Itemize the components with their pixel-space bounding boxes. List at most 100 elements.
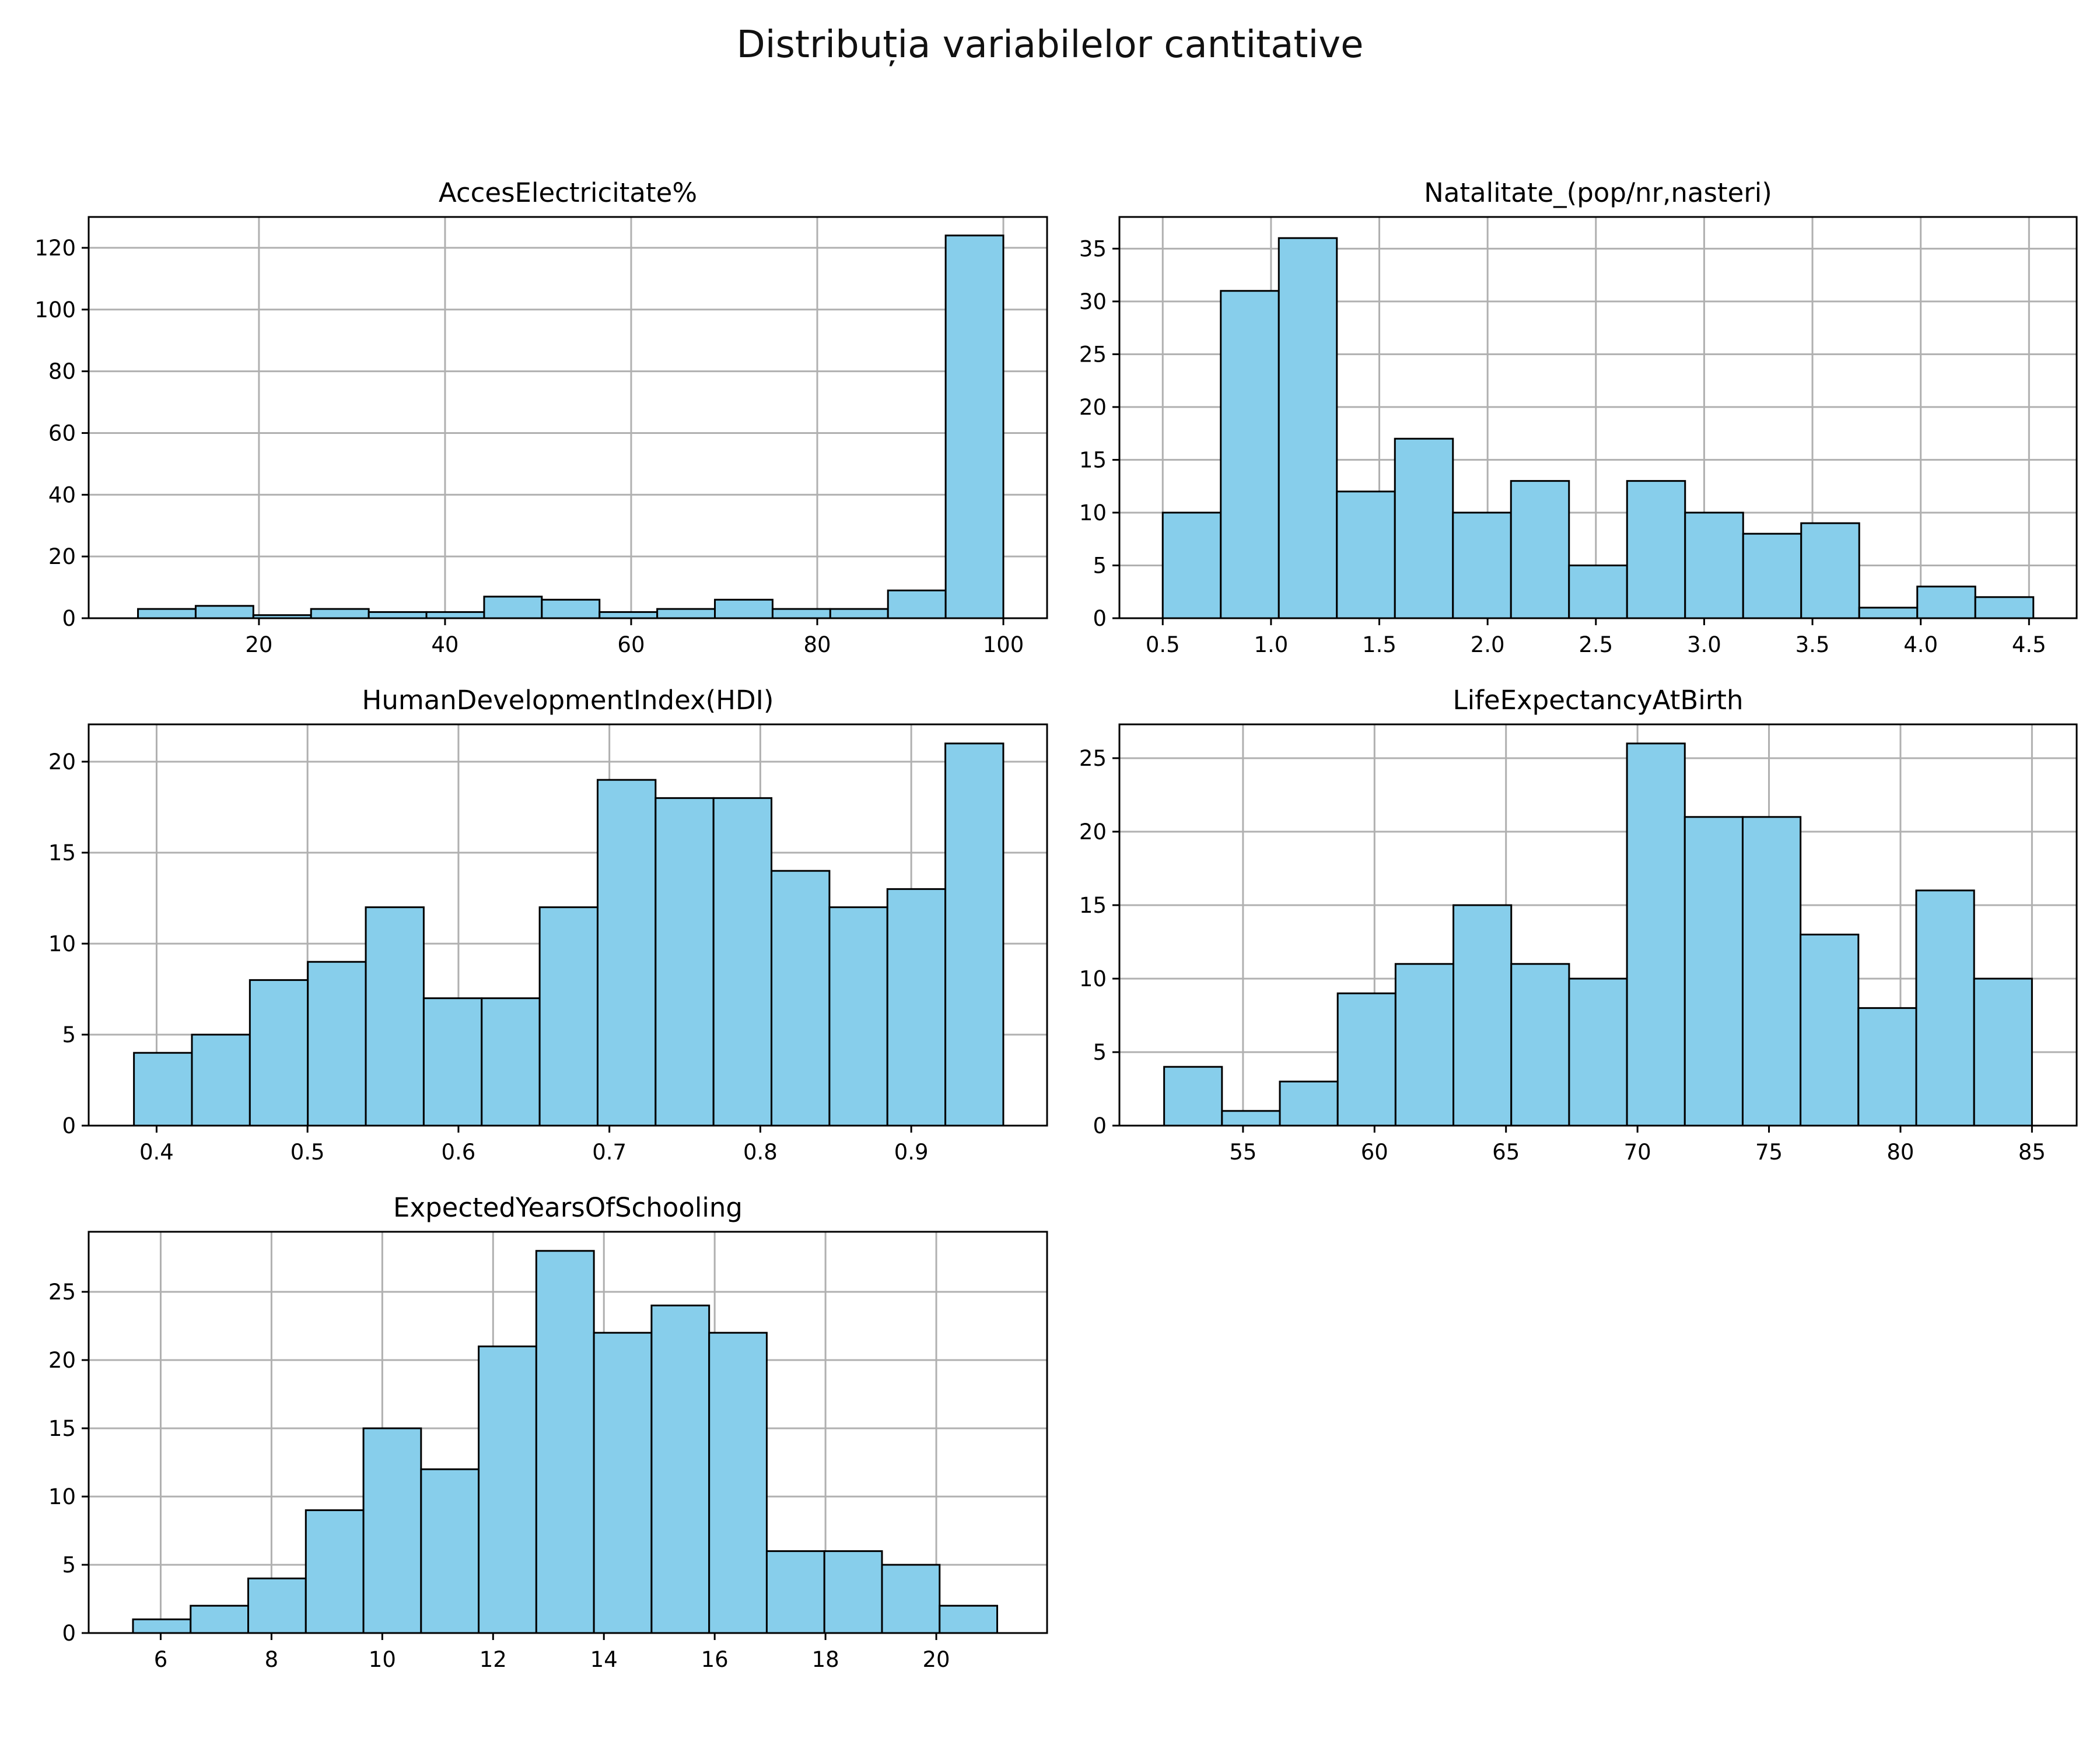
figure-title: Distribuția variabilelor cantitative — [736, 23, 1364, 66]
x-tick-label: 60 — [1361, 1140, 1388, 1165]
x-tick-label: 6 — [154, 1647, 168, 1672]
x-tick-label: 80 — [803, 632, 831, 657]
y-tick-label: 5 — [62, 1022, 76, 1047]
histogram-bar — [1394, 437, 1454, 619]
x-tick-label: 0.7 — [592, 1140, 626, 1165]
x-tick-label: 16 — [701, 1647, 729, 1672]
y-tick-label: 0 — [1093, 606, 1107, 631]
histogram-bar — [1279, 1080, 1339, 1127]
y-tick-label: 25 — [1079, 746, 1107, 771]
x-tick-label: 3.5 — [1796, 632, 1830, 657]
y-tick-label: 15 — [1079, 893, 1107, 918]
histogram-bar — [1568, 977, 1628, 1127]
x-tick-label: 20 — [245, 632, 272, 657]
histogram-bar — [304, 1509, 365, 1634]
x-tick-label: 0.9 — [894, 1140, 929, 1165]
x-tick-label: 0.5 — [1146, 632, 1180, 657]
y-tick-label: 5 — [62, 1553, 76, 1578]
x-tick-label: 0.8 — [743, 1140, 778, 1165]
panel-title: Natalitate_(pop/nr,nasteri) — [1424, 177, 1772, 208]
x-tick-label: 60 — [617, 632, 645, 657]
axes-frame — [88, 216, 1048, 619]
histogram-bar — [133, 1052, 193, 1127]
y-tick-label: 30 — [1079, 289, 1107, 314]
histogram-bar — [1394, 963, 1455, 1127]
x-tick-label: 8 — [265, 1647, 279, 1672]
y-tick-label: 15 — [48, 840, 76, 866]
histogram-bar — [944, 234, 1005, 619]
x-tick-label: 18 — [812, 1647, 839, 1672]
axes-frame — [88, 1231, 1048, 1634]
y-tick-label: 40 — [48, 482, 76, 507]
histogram-bar — [1163, 1066, 1223, 1127]
histogram-bar — [1221, 1110, 1281, 1127]
histogram-bar — [541, 598, 601, 619]
histogram-bar — [249, 979, 309, 1127]
histogram-bar — [194, 605, 254, 619]
histogram-bar — [1161, 511, 1222, 619]
histogram-bar — [1278, 237, 1338, 619]
y-tick-label: 20 — [1079, 819, 1107, 845]
x-tick-label: 1.0 — [1254, 632, 1288, 657]
histogram-bar — [535, 1250, 595, 1634]
x-tick-label: 1.5 — [1362, 632, 1396, 657]
x-tick-label: 14 — [590, 1647, 618, 1672]
y-tick-label: 25 — [1079, 342, 1107, 367]
y-tick-label: 10 — [48, 931, 76, 956]
y-tick-label: 5 — [1093, 1040, 1107, 1065]
histogram-bar — [886, 888, 947, 1127]
histogram-bar — [650, 1304, 710, 1634]
histogram-bar — [1800, 933, 1860, 1127]
y-tick-label: 60 — [48, 421, 76, 446]
x-tick-label: 65 — [1492, 1140, 1520, 1165]
y-tick-label: 10 — [1079, 966, 1107, 991]
histogram-panel-2: 0.5 1.0 1.5 2.0 2.5 3.0 3.5 4.0 4.5 0 5 10 15 20 25 30 3… — [1079, 177, 2078, 657]
histogram-bar — [1858, 607, 1919, 619]
y-tick-label: 15 — [48, 1416, 76, 1441]
x-tick-label: 100 — [983, 632, 1024, 657]
histogram-bar — [190, 1604, 250, 1634]
histogram-bar — [1742, 532, 1803, 619]
histogram-bar — [828, 906, 888, 1127]
y-tick-label: 20 — [1079, 395, 1107, 420]
y-tick-label: 15 — [1079, 447, 1107, 472]
histogram-bar — [191, 1033, 251, 1127]
histogram-bar — [1973, 977, 2033, 1127]
histogram-bar — [771, 608, 831, 619]
y-tick-label: 80 — [48, 359, 76, 384]
y-tick-label: 0 — [62, 1113, 76, 1138]
panel-title: AccesElectricitate% — [439, 177, 697, 208]
y-tick-label: 35 — [1079, 236, 1107, 261]
histogram-bar — [1857, 1007, 1917, 1127]
axes-frame — [88, 723, 1048, 1127]
axes-frame — [1118, 216, 2078, 619]
histogram-bar — [247, 1577, 307, 1634]
histogram-bar — [1974, 596, 2035, 619]
x-tick-label: 70 — [1624, 1140, 1651, 1165]
histogram-bar — [1510, 963, 1570, 1127]
panel-title: LifeExpectancyAtBirth — [1453, 685, 1744, 716]
histogram-bar — [137, 608, 197, 619]
y-tick-label: 10 — [1079, 500, 1107, 525]
histogram-bar — [1684, 816, 1744, 1127]
histogram-bar — [1568, 564, 1628, 619]
histogram-bar — [1220, 290, 1280, 619]
x-tick-label: 4.5 — [2012, 632, 2046, 657]
histogram-bar — [656, 608, 716, 619]
histogram-bar — [368, 611, 428, 619]
histogram-bar — [425, 611, 485, 619]
y-tick-label: 100 — [34, 297, 76, 323]
x-tick-label: 4.0 — [1903, 632, 1938, 657]
histogram-bar — [881, 1564, 941, 1634]
histogram-bar — [1626, 742, 1686, 1127]
histogram-bar — [765, 1550, 825, 1634]
histogram-bar — [362, 1427, 422, 1634]
axes-frame — [1118, 723, 2078, 1127]
x-tick-label: 80 — [1887, 1140, 1914, 1165]
histogram-panel-1: 20 40 60 80 100 0 20 40 60 80 100 120 AccesElectrici… — [34, 177, 1048, 657]
histogram-bar — [771, 870, 831, 1127]
histogram-bar — [483, 595, 543, 619]
y-tick-label: 120 — [34, 236, 76, 261]
histogram-bar — [422, 997, 483, 1127]
